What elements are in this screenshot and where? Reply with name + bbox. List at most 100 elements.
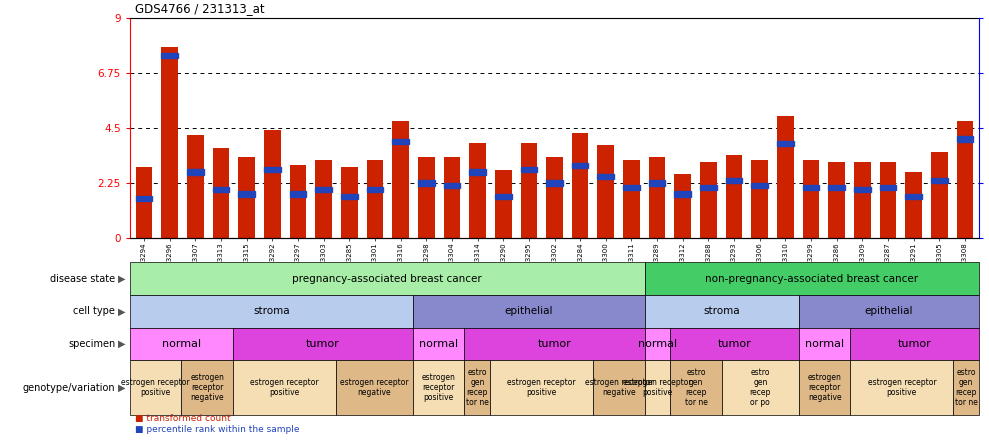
Text: normal: normal (162, 339, 201, 349)
Bar (777, 116, 794, 238)
Bar (367, 160, 384, 238)
Bar (187, 169, 204, 174)
Bar (443, 182, 460, 188)
Bar (649, 157, 666, 238)
Bar (572, 133, 588, 238)
Text: ■ percentile rank within the sample: ■ percentile rank within the sample (135, 425, 300, 434)
Bar (777, 141, 794, 146)
Bar (649, 180, 666, 186)
Bar (213, 187, 229, 192)
Text: normal: normal (805, 339, 845, 349)
Text: stroma: stroma (253, 306, 290, 317)
Bar (572, 163, 588, 168)
Text: normal: normal (638, 339, 677, 349)
Bar (879, 185, 896, 190)
Text: estrogen
receptor
negative: estrogen receptor negative (190, 373, 225, 402)
Text: specimen: specimen (68, 339, 115, 349)
Bar (597, 174, 614, 179)
Bar (315, 187, 332, 192)
Text: ▶: ▶ (119, 382, 126, 392)
Bar (290, 165, 307, 238)
Bar (418, 180, 434, 186)
Bar (905, 172, 922, 238)
Text: estrogen receptor
positive: estrogen receptor positive (867, 378, 937, 397)
Text: tumor: tumor (898, 339, 932, 349)
Bar (315, 160, 332, 238)
Bar (494, 170, 511, 238)
Text: cell type: cell type (73, 306, 115, 317)
Text: ▶: ▶ (119, 339, 126, 349)
Bar (469, 143, 486, 238)
Text: tumor: tumor (306, 339, 340, 349)
Bar (418, 157, 434, 238)
Text: epithelial: epithelial (504, 306, 553, 317)
Bar (238, 191, 255, 197)
Bar (135, 196, 152, 201)
Bar (393, 121, 408, 238)
Bar (546, 180, 563, 186)
Bar (597, 145, 614, 238)
Text: estro
gen
recep
tor ne: estro gen recep tor ne (466, 369, 489, 407)
Bar (520, 143, 537, 238)
Text: tumor: tumor (718, 339, 752, 349)
Bar (367, 187, 384, 192)
Text: GDS4766 / 231313_at: GDS4766 / 231313_at (135, 2, 265, 15)
Bar (264, 167, 281, 172)
Bar (674, 174, 691, 238)
Text: genotype/variation: genotype/variation (23, 382, 115, 392)
Text: ▶: ▶ (119, 306, 126, 317)
Bar (546, 157, 563, 238)
Text: estrogen
receptor
positive: estrogen receptor positive (421, 373, 456, 402)
Text: estrogen receptor
positive: estrogen receptor positive (623, 378, 691, 397)
Bar (161, 53, 178, 58)
Bar (264, 131, 281, 238)
Bar (187, 135, 204, 238)
Bar (803, 185, 819, 190)
Bar (854, 187, 870, 192)
Bar (623, 160, 640, 238)
Bar (752, 160, 768, 238)
Text: epithelial: epithelial (864, 306, 913, 317)
Text: non-pregnancy-associated breast cancer: non-pregnancy-associated breast cancer (705, 274, 919, 284)
Bar (623, 185, 640, 190)
Bar (135, 167, 152, 238)
Bar (931, 178, 947, 183)
Bar (956, 136, 973, 142)
Text: estrogen receptor
negative: estrogen receptor negative (340, 378, 408, 397)
Bar (213, 147, 229, 238)
Text: stroma: stroma (703, 306, 740, 317)
Bar (238, 157, 255, 238)
Bar (674, 191, 691, 197)
Text: estro
gen
recep
or po: estro gen recep or po (750, 369, 771, 407)
Bar (520, 167, 537, 172)
Bar (469, 169, 486, 174)
Text: estrogen receptor
positive: estrogen receptor positive (122, 378, 190, 397)
Bar (829, 185, 845, 190)
Bar (341, 167, 358, 238)
Bar (393, 139, 408, 144)
Text: disease state: disease state (50, 274, 115, 284)
Text: estrogen receptor
positive: estrogen receptor positive (507, 378, 576, 397)
Bar (726, 155, 743, 238)
Bar (700, 162, 717, 238)
Bar (829, 162, 845, 238)
Text: estro
gen
recep
tor ne: estro gen recep tor ne (684, 369, 707, 407)
Bar (161, 48, 178, 238)
Bar (879, 162, 896, 238)
Text: estrogen
receptor
negative: estrogen receptor negative (808, 373, 842, 402)
Bar (700, 185, 717, 190)
Text: ▶: ▶ (119, 274, 126, 284)
Text: pregnancy-associated breast cancer: pregnancy-associated breast cancer (293, 274, 483, 284)
Text: estrogen receptor
negative: estrogen receptor negative (584, 378, 653, 397)
Bar (443, 157, 460, 238)
Bar (752, 182, 768, 188)
Bar (341, 194, 358, 199)
Bar (854, 162, 870, 238)
Text: estrogen receptor
positive: estrogen receptor positive (250, 378, 318, 397)
Bar (803, 160, 819, 238)
Bar (905, 194, 922, 199)
Text: ■ transformed count: ■ transformed count (135, 414, 230, 423)
Bar (290, 191, 307, 197)
Text: tumor: tumor (538, 339, 572, 349)
Bar (726, 178, 743, 183)
